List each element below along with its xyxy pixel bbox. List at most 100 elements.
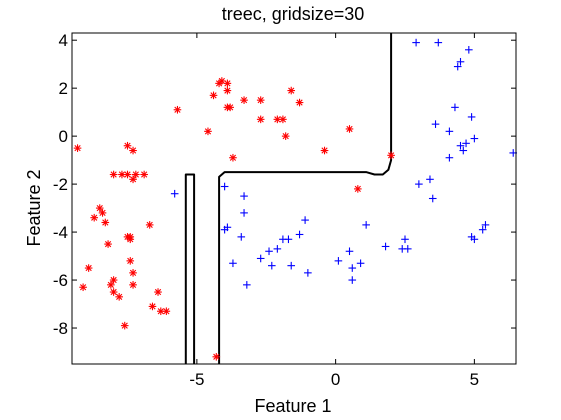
asterisk-marker — [109, 276, 118, 284]
plus-marker — [459, 146, 468, 155]
asterisk-marker — [79, 283, 87, 292]
plus-marker — [362, 221, 370, 229]
asterisk-marker — [95, 204, 104, 212]
y-tick-label: 0 — [59, 127, 68, 146]
plus-marker — [304, 269, 312, 277]
asterisk-marker — [281, 132, 290, 140]
plus-marker — [403, 245, 412, 253]
plus-marker — [465, 45, 473, 54]
plus-marker — [456, 141, 465, 150]
asterisk-marker — [223, 79, 232, 88]
asterisk-marker — [345, 125, 354, 133]
asterisk-marker — [73, 144, 82, 152]
decision-boundary — [184, 33, 393, 364]
asterisk-marker — [387, 151, 395, 160]
plus-marker — [229, 259, 237, 268]
plus-marker — [428, 194, 437, 203]
y-tick-label: -2 — [53, 175, 68, 194]
plus-marker — [273, 245, 282, 253]
asterisk-marker — [129, 146, 137, 155]
asterisk-marker — [157, 307, 165, 316]
asterisk-marker — [173, 105, 182, 114]
asterisk-marker — [256, 96, 265, 104]
plus-marker — [240, 192, 248, 200]
asterisk-marker — [320, 146, 329, 155]
plus-marker — [348, 264, 357, 272]
series-1-points — [73, 77, 395, 361]
asterisk-marker — [109, 288, 118, 296]
asterisk-marker — [145, 221, 154, 229]
plus-marker — [381, 242, 390, 251]
plus-marker — [301, 216, 309, 224]
x-axis-ticks: -5 0 5 — [189, 33, 479, 389]
asterisk-marker — [223, 86, 232, 95]
plus-marker — [256, 254, 265, 263]
asterisk-marker — [148, 302, 157, 311]
asterisk-marker — [154, 288, 162, 296]
plus-marker — [445, 127, 454, 136]
y-tick-label: -6 — [53, 271, 68, 290]
plus-marker — [348, 276, 357, 284]
asterisk-marker — [287, 86, 296, 95]
x-tick-label: -5 — [189, 370, 204, 389]
asterisk-marker — [98, 209, 107, 217]
plus-marker — [220, 182, 229, 191]
y-axis-ticks: -8 -6 -4 -2 0 2 4 — [53, 31, 516, 338]
asterisk-marker — [229, 153, 237, 162]
asterisk-marker — [126, 257, 135, 265]
plus-marker — [470, 134, 479, 143]
y-tick-label: 2 — [59, 79, 68, 98]
asterisk-marker — [84, 264, 93, 272]
asterisk-marker — [212, 353, 221, 361]
asterisk-marker — [129, 281, 137, 289]
plus-marker — [284, 235, 293, 244]
plus-marker — [287, 261, 296, 270]
y-tick-label: 4 — [59, 31, 68, 50]
plus-marker — [170, 189, 179, 198]
asterisk-marker — [104, 240, 112, 248]
plus-marker — [268, 261, 276, 270]
plus-marker — [481, 221, 490, 229]
asterisk-marker — [354, 185, 362, 193]
plus-marker — [237, 233, 246, 241]
y-tick-label: -4 — [53, 223, 68, 242]
plus-marker — [265, 247, 273, 256]
asterisk-marker — [273, 115, 282, 124]
asterisk-marker — [129, 269, 137, 277]
plus-marker — [426, 175, 434, 184]
asterisk-marker — [126, 235, 135, 244]
asterisk-marker — [123, 170, 132, 179]
chart-title: treec, gridsize=30 — [222, 4, 365, 24]
plus-marker — [401, 235, 409, 244]
plus-marker — [434, 38, 443, 47]
asterisk-marker — [107, 281, 115, 289]
asterisk-marker — [240, 96, 248, 104]
asterisk-marker — [162, 307, 171, 316]
plus-marker — [445, 153, 454, 162]
plus-marker — [462, 139, 470, 148]
x-tick-label: 5 — [470, 370, 479, 389]
y-axis-label: Feature 2 — [24, 169, 44, 246]
x-axis-label: Feature 1 — [254, 396, 331, 416]
asterisk-marker — [226, 103, 234, 112]
plus-marker — [356, 259, 365, 268]
plus-marker — [295, 230, 304, 239]
plus-marker — [451, 103, 459, 112]
asterisk-marker — [204, 127, 212, 136]
plot-area — [71, 32, 518, 365]
plus-marker — [453, 62, 462, 71]
plus-marker — [412, 38, 420, 47]
plus-marker — [415, 180, 423, 188]
plus-marker — [223, 223, 232, 232]
plus-marker — [467, 113, 476, 121]
asterisk-marker — [256, 115, 265, 124]
asterisk-marker — [90, 213, 98, 222]
plus-marker — [240, 209, 248, 217]
plus-marker — [456, 57, 465, 66]
asterisk-marker — [123, 141, 132, 150]
plus-marker — [478, 225, 487, 234]
asterisk-marker — [279, 115, 287, 124]
plus-marker — [431, 120, 440, 128]
asterisk-marker — [295, 98, 304, 107]
